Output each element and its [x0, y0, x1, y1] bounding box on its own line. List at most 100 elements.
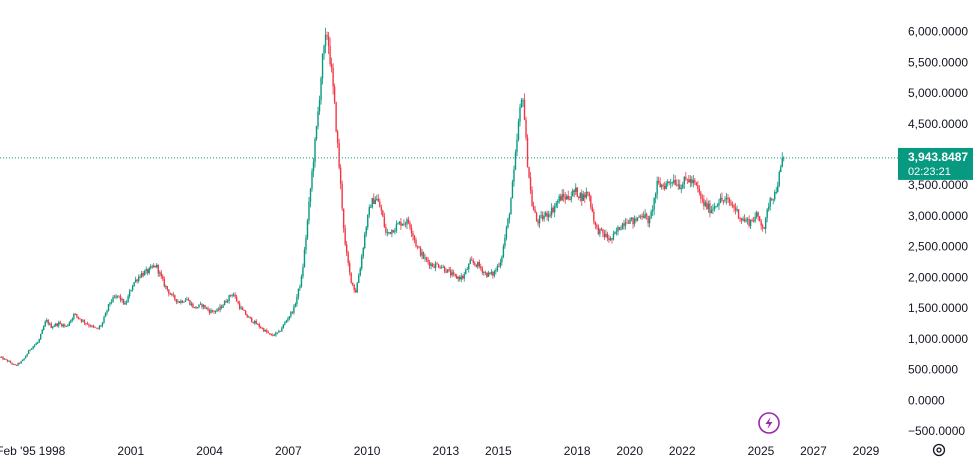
candle [198, 304, 200, 309]
candle [43, 325, 45, 331]
candle [279, 330, 282, 332]
candle [232, 292, 235, 297]
candle [780, 164, 782, 173]
candle [436, 262, 438, 265]
candle [86, 321, 89, 325]
candle [561, 189, 563, 201]
candle [579, 192, 581, 202]
candle [547, 210, 550, 222]
candle [514, 149, 517, 171]
candle [287, 316, 289, 323]
candle [647, 215, 649, 228]
candle [29, 349, 31, 352]
candle [3, 358, 6, 360]
candle [12, 363, 15, 365]
candle [656, 176, 658, 200]
candle [566, 194, 568, 200]
y-tick-label: 3,500.0000 [908, 178, 968, 192]
candle [489, 272, 491, 276]
candle [621, 222, 624, 230]
candle [703, 194, 705, 210]
candle [543, 211, 545, 222]
candle [211, 309, 214, 313]
candle [528, 166, 530, 179]
candle [766, 207, 768, 223]
candle [359, 266, 361, 277]
candle [659, 177, 661, 188]
candle [184, 298, 187, 303]
candle [499, 258, 502, 269]
candle [276, 332, 279, 335]
lightning-icon[interactable] [758, 412, 780, 434]
candle [493, 269, 496, 278]
candle [379, 198, 381, 208]
candle [737, 209, 740, 220]
candle [603, 229, 606, 240]
x-tick-label: 2010 [354, 444, 381, 458]
candle [413, 234, 416, 244]
candle [151, 264, 153, 269]
x-tick-label: Feb '95 [0, 444, 36, 458]
candle [668, 180, 670, 186]
candle [594, 221, 597, 230]
candle [748, 215, 750, 228]
candle [186, 296, 188, 301]
candle [680, 184, 682, 194]
candle [630, 217, 633, 222]
candle [698, 185, 701, 196]
candle [335, 101, 337, 133]
candle [121, 297, 123, 303]
candle [544, 210, 547, 217]
candle [382, 209, 384, 217]
candle [709, 200, 711, 218]
candle [581, 189, 583, 206]
y-tick-label: 2,500.0000 [908, 240, 968, 254]
candle [171, 292, 173, 297]
candle [706, 197, 708, 211]
candle [645, 212, 648, 220]
last-price-badge: 3,943.8487 02:23:21 [898, 147, 973, 180]
candle [336, 129, 339, 148]
y-tick-label: 4,500.0000 [908, 117, 968, 131]
candle [490, 269, 493, 276]
candle [516, 133, 518, 157]
candle [612, 230, 615, 241]
candle [695, 182, 698, 186]
candle [361, 253, 363, 271]
settings-icon[interactable] [932, 443, 946, 457]
candle [385, 223, 387, 236]
candle [296, 293, 298, 307]
candle [255, 319, 257, 325]
candle [691, 176, 693, 187]
candle [70, 319, 72, 324]
candle [137, 274, 140, 283]
candle [244, 310, 247, 316]
candle [397, 222, 399, 225]
candle [401, 223, 404, 226]
candle [95, 327, 98, 329]
candle [400, 218, 402, 231]
candle [667, 179, 669, 187]
candle [710, 205, 713, 214]
candle [585, 187, 588, 200]
candle [136, 278, 138, 284]
candle [654, 192, 657, 204]
candle [44, 320, 46, 328]
candle [273, 333, 276, 337]
candle [425, 256, 428, 263]
candle [502, 243, 505, 259]
candle [406, 217, 408, 230]
candle [777, 181, 779, 193]
candle [125, 299, 128, 306]
candle [315, 125, 318, 141]
candle [362, 246, 364, 260]
candle [534, 205, 536, 214]
candle [348, 260, 351, 276]
candle [83, 319, 86, 325]
candle [339, 164, 342, 190]
candle [642, 211, 645, 219]
candle [52, 325, 54, 330]
candle [602, 228, 604, 238]
candle [55, 322, 57, 327]
